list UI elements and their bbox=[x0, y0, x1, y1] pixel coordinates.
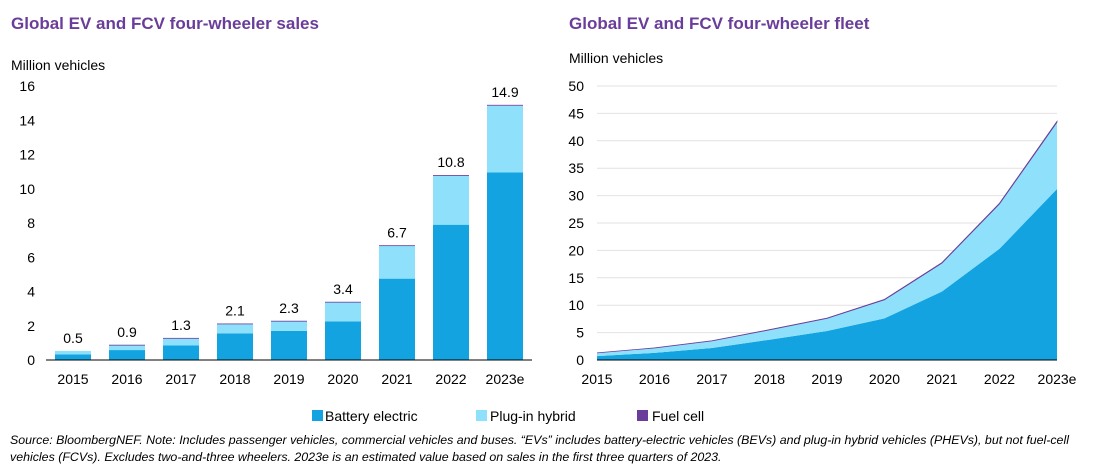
sales-bar-battery-electric-2018 bbox=[217, 333, 253, 360]
fleet-x-tick-label-2018: 2018 bbox=[754, 371, 785, 387]
sales-bar-plug-in-hybrid-2018 bbox=[217, 323, 253, 334]
sales-x-tick-label-2020: 2020 bbox=[327, 371, 358, 387]
sales-bar-plug-in-hybrid-2016 bbox=[109, 344, 145, 351]
sales-bar-battery-electric-2022 bbox=[433, 224, 469, 360]
sales-y-tick-label: 14 bbox=[19, 112, 35, 128]
sales-bar-plug-in-hybrid-2015 bbox=[55, 350, 91, 355]
fleet-y-tick-label: 45 bbox=[568, 105, 584, 121]
sales-chart: Global EV and FCV four-wheeler sales Mil… bbox=[11, 14, 532, 387]
sales-x-tick-label-2017: 2017 bbox=[165, 371, 196, 387]
sales-bar-fuel-cell-2019 bbox=[271, 320, 307, 322]
fleet-x-tick-label-2021: 2021 bbox=[926, 371, 957, 387]
sales-total-label-2018: 2.1 bbox=[225, 303, 245, 319]
fleet-x-tick-label-2023e: 2023e bbox=[1038, 371, 1077, 387]
fleet-y-tick-label: 35 bbox=[568, 160, 584, 176]
sales-total-label-2015: 0.5 bbox=[63, 330, 83, 346]
fleet-chart-ylabel: Million vehicles bbox=[569, 50, 663, 66]
sales-chart-ylabel: Million vehicles bbox=[11, 57, 105, 73]
sales-bar-plug-in-hybrid-2023e bbox=[487, 105, 523, 173]
sales-bar-fuel-cell-2022 bbox=[433, 175, 469, 176]
fleet-y-tick-label: 0 bbox=[576, 352, 584, 368]
sales-x-tick-label-2018: 2018 bbox=[219, 371, 250, 387]
sales-bar-battery-electric-2021 bbox=[379, 278, 415, 360]
legend-swatch-plug-in-hybrid bbox=[476, 410, 487, 421]
fleet-x-tick-label-2017: 2017 bbox=[696, 371, 727, 387]
sales-y-tick-label: 6 bbox=[27, 249, 35, 265]
sales-bar-plug-in-hybrid-2019 bbox=[271, 320, 307, 331]
sales-bar-fuel-cell-2023e bbox=[487, 104, 523, 106]
sales-bar-fuel-cell-2021 bbox=[379, 245, 415, 247]
sales-total-label-2023e: 14.9 bbox=[491, 84, 518, 100]
fleet-x-tick-label-2016: 2016 bbox=[639, 371, 670, 387]
sales-y-tick-label: 4 bbox=[27, 284, 35, 300]
fleet-y-tick-label: 10 bbox=[568, 297, 584, 313]
sales-total-label-2020: 3.4 bbox=[333, 281, 353, 297]
sales-bar-battery-electric-2015 bbox=[55, 354, 91, 360]
fleet-y-tick-label: 5 bbox=[576, 325, 584, 341]
sales-y-tick-label: 8 bbox=[27, 215, 35, 231]
sales-bar-plug-in-hybrid-2022 bbox=[433, 175, 469, 225]
sales-bar-battery-electric-2019 bbox=[271, 330, 307, 360]
sales-total-label-2017: 1.3 bbox=[171, 317, 191, 333]
sales-y-tick-label: 10 bbox=[19, 181, 35, 197]
fleet-area-battery-electric bbox=[597, 189, 1057, 360]
sales-total-label-2021: 6.7 bbox=[387, 224, 407, 240]
legend-label-battery-electric: Battery electric bbox=[325, 408, 418, 424]
sales-x-tick-label-2021: 2021 bbox=[381, 371, 412, 387]
fleet-x-tick-label-2022: 2022 bbox=[984, 371, 1015, 387]
sales-bar-battery-electric-2020 bbox=[325, 321, 361, 360]
sales-x-tick-label-2022: 2022 bbox=[435, 371, 466, 387]
fleet-y-tick-label: 25 bbox=[568, 215, 584, 231]
fleet-chart: Global EV and FCV four-wheeler fleet Mil… bbox=[568, 14, 1076, 387]
fleet-y-tick-label: 40 bbox=[568, 133, 584, 149]
fleet-x-tick-label-2015: 2015 bbox=[581, 371, 612, 387]
sales-x-tick-label-2023e: 2023e bbox=[486, 371, 525, 387]
sales-x-tick-label-2015: 2015 bbox=[57, 371, 88, 387]
legend-swatch-fuel-cell bbox=[637, 410, 648, 421]
sales-y-tick-label: 0 bbox=[27, 352, 35, 368]
fleet-y-tick-label: 30 bbox=[568, 188, 584, 204]
legend-label-fuel-cell: Fuel cell bbox=[652, 408, 704, 424]
sales-chart-title: Global EV and FCV four-wheeler sales bbox=[11, 14, 319, 33]
sales-total-label-2022: 10.8 bbox=[437, 154, 464, 170]
charts-canvas: Global EV and FCV four-wheeler sales Mil… bbox=[11, 14, 1077, 424]
sales-y-tick-label: 2 bbox=[27, 318, 35, 334]
sales-bar-fuel-cell-2018 bbox=[217, 323, 253, 325]
sales-total-label-2016: 0.9 bbox=[117, 324, 137, 340]
sales-y-tick-label: 12 bbox=[19, 147, 35, 163]
source-footnote: Source: BloombergNEF. Note: Includes pas… bbox=[10, 433, 1069, 464]
sales-bar-fuel-cell-2016 bbox=[109, 344, 145, 346]
fleet-x-tick-label-2020: 2020 bbox=[869, 371, 900, 387]
sales-total-label-2019: 2.3 bbox=[279, 300, 299, 316]
sales-bar-plug-in-hybrid-2017 bbox=[163, 338, 199, 346]
sales-bar-plug-in-hybrid-2020 bbox=[325, 302, 361, 322]
legend-swatch-battery-electric bbox=[312, 410, 323, 421]
sales-bar-battery-electric-2016 bbox=[109, 350, 145, 360]
legend-label-plug-in-hybrid: Plug-in hybrid bbox=[490, 408, 576, 424]
sales-bar-battery-electric-2023e bbox=[487, 172, 523, 360]
fleet-y-tick-label: 20 bbox=[568, 242, 584, 258]
fleet-chart-title: Global EV and FCV four-wheeler fleet bbox=[569, 14, 870, 33]
fleet-y-tick-label: 50 bbox=[568, 78, 584, 94]
sales-bar-fuel-cell-2020 bbox=[325, 301, 361, 303]
legend: Battery electric Plug-in hybrid Fuel cel… bbox=[312, 408, 704, 424]
sales-x-tick-label-2016: 2016 bbox=[111, 371, 142, 387]
fleet-y-tick-label: 15 bbox=[568, 270, 584, 286]
sales-x-tick-label-2019: 2019 bbox=[273, 371, 304, 387]
fleet-area-fuel-cell bbox=[596, 120, 1058, 354]
sales-bar-fuel-cell-2017 bbox=[163, 337, 199, 339]
fleet-x-tick-label-2019: 2019 bbox=[811, 371, 842, 387]
sales-y-tick-label: 16 bbox=[19, 78, 35, 94]
sales-bar-plug-in-hybrid-2021 bbox=[379, 245, 415, 279]
sales-bar-battery-electric-2017 bbox=[163, 345, 199, 360]
